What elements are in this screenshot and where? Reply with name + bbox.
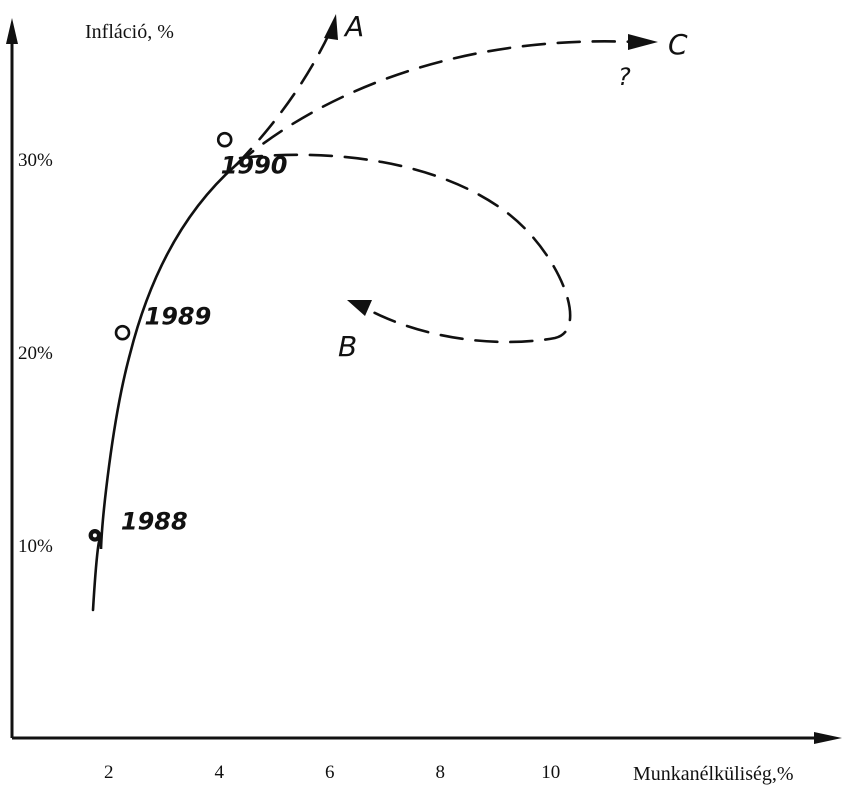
scenario-b-arrowhead — [347, 300, 372, 316]
x-axis-title: Munkanélküliség,% — [633, 763, 794, 785]
scenario-c-arrowhead — [628, 34, 658, 50]
x-tick-label: 2 — [104, 762, 114, 783]
x-tick-label: 6 — [325, 762, 335, 783]
scenario-b-label: B — [338, 330, 357, 363]
y-tick-label: 30% — [18, 150, 53, 171]
x-tick-label: 4 — [214, 762, 224, 783]
phillips-curve-line — [91, 163, 238, 612]
x-tick-label: 10 — [541, 762, 560, 783]
scenario-b-path — [238, 153, 572, 344]
y-tick-label: 10% — [18, 536, 53, 557]
scenario-c-path — [234, 40, 637, 167]
y-axis-arrowhead — [6, 18, 18, 44]
y-tick-label: 20% — [18, 343, 53, 364]
x-tick-labels: 2 4 6 8 10 — [104, 762, 560, 783]
scenario-a-arrowhead — [324, 14, 338, 40]
y-tick-labels: 10% 20% 30% — [18, 150, 53, 557]
y-axis-title: Infláció, % — [85, 21, 174, 43]
data-point — [114, 324, 131, 341]
year-label: 1989 — [145, 303, 212, 331]
scenario-a-label: A — [343, 10, 364, 43]
data-points: 1988 1989 1990 — [88, 131, 288, 542]
data-point — [216, 131, 233, 148]
data-point-center — [92, 533, 97, 538]
scenario-a-path — [234, 28, 333, 167]
x-axis-arrowhead — [814, 732, 842, 744]
scenario-c-label: C — [668, 28, 688, 61]
year-label: 1990 — [221, 152, 288, 180]
scenario-c-question-mark: ? — [618, 63, 631, 91]
year-label: 1988 — [121, 507, 188, 535]
x-tick-label: 8 — [435, 762, 445, 783]
